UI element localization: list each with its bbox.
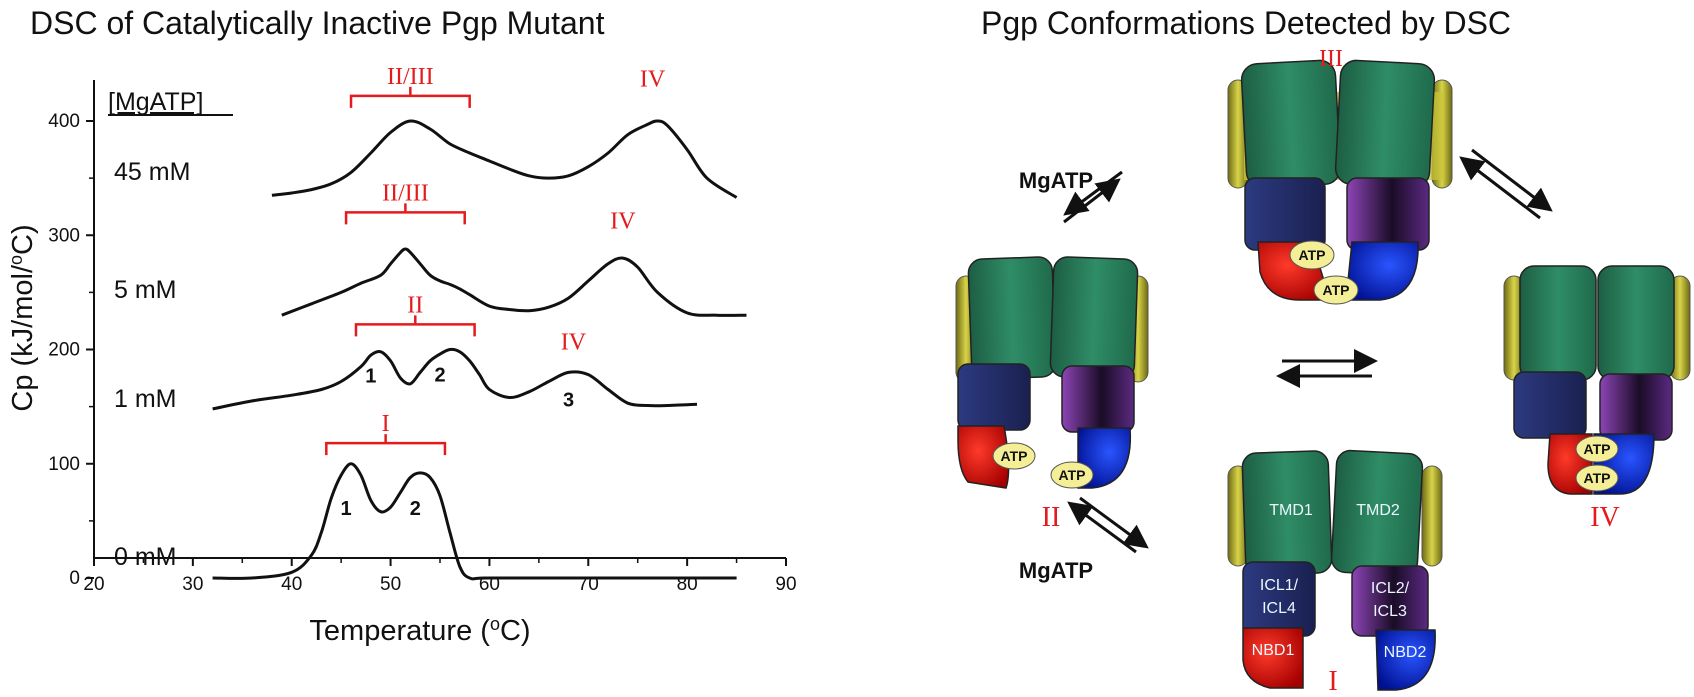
x-tick-label: 90 (775, 574, 796, 595)
tmd1-iii (1240, 59, 1342, 189)
peak-number: 3 (563, 390, 574, 412)
icl-right-label-a: ICL2/ (1371, 580, 1410, 597)
pgp-state-iv: ATP ATP IV (1503, 265, 1691, 533)
atp-label-iii-b: ATP (1323, 282, 1350, 298)
y-tick-label: 100 (48, 454, 80, 475)
conformation-diagram: Pgp Conformations Detected by DSC ATP AT… (955, 5, 1691, 697)
icl-left-label-b: ICL4 (1262, 600, 1296, 617)
arrow-ii-to-i (1079, 496, 1149, 549)
legend-title: [MgATP] (108, 88, 203, 116)
arrow-i-to-ii (1067, 501, 1137, 554)
pgp-state-ii: ATP ATP II (955, 256, 1149, 533)
nbd2-iii (1345, 241, 1419, 301)
state-label-iv: IV (1590, 502, 1620, 533)
tmd1-ii (967, 256, 1057, 380)
peak-number: 2 (410, 498, 421, 520)
series-line-1 (281, 247, 747, 317)
x-tick-label: 40 (281, 574, 302, 595)
series-line-0 (271, 119, 738, 199)
y-tick-label: 0 (69, 568, 80, 589)
arrow-ii-to-iii (1063, 178, 1121, 224)
chart-title: DSC of Catalytically Inactive Pgp Mutant (30, 5, 605, 41)
state-label-i: I (1328, 666, 1337, 697)
icl-left-ii (957, 363, 1031, 431)
atp-iv-a (1575, 435, 1619, 463)
icl-right-ii (1061, 365, 1135, 433)
y-tick-label: 200 (48, 340, 80, 361)
icl-right-iii (1346, 177, 1430, 251)
icl-right-i (1351, 565, 1429, 637)
series-line-3 (212, 462, 737, 581)
atp-ii-b (1050, 461, 1094, 489)
series-label-5mm: 5 mM (114, 276, 177, 304)
nbd2-label: NBD2 (1384, 644, 1427, 661)
state-iv-label: IV (610, 208, 636, 234)
icl-right-label-b: ICL3 (1373, 603, 1407, 620)
bracket-label: II/III (387, 64, 434, 90)
bracket-label: I (382, 411, 390, 437)
nbd2-i (1375, 629, 1436, 691)
bracket-label: II/III (382, 180, 429, 206)
peak-number: 1 (341, 498, 352, 520)
icl-right-iv (1599, 373, 1673, 441)
state-label-iii: III (1319, 46, 1343, 72)
atp-iii-a (1289, 240, 1335, 270)
tmd1-label: TMD1 (1269, 502, 1313, 519)
state-iv-label: IV (640, 67, 666, 93)
atp-label-iv-b: ATP (1584, 470, 1611, 486)
atp-label-iii-a: ATP (1299, 247, 1326, 263)
tmd2-iv (1597, 265, 1675, 381)
peak-labels: IV IV IV 1 2 3 1 2 (341, 67, 666, 520)
x-tick-label: 30 (182, 574, 203, 595)
tmd1-iv (1519, 265, 1597, 381)
pgp-state-iii: ATP ATP III (1227, 46, 1453, 305)
mgatp-label-bottom: MgATP (1019, 558, 1093, 583)
pgp-state-i: TMD1 TMD2 ICL1/ ICL4 ICL2/ ICL3 NBD1 NBD… (1227, 449, 1443, 697)
dsc-chart: DSC of Catalytically Inactive Pgp Mutant… (6, 5, 797, 647)
tmd2-ii (1049, 256, 1139, 380)
icl-left-iii (1244, 177, 1326, 251)
icl-left-i (1242, 561, 1316, 637)
x-axis-label: Temperature (oC) (309, 614, 530, 647)
equilibrium-arrows (1063, 148, 1553, 554)
arrow-iii-to-iv (1471, 148, 1553, 212)
diagram-title: Pgp Conformations Detected by DSC (981, 5, 1511, 41)
peak-bracket (354, 315, 476, 337)
icl-left-label-a: ICL1/ (1260, 577, 1299, 594)
series-label-0mm: 0 mM (114, 543, 177, 571)
mgatp-label-top: MgATP (1019, 168, 1093, 193)
peak-number: 2 (434, 364, 445, 386)
arrow-iv-to-iii (1459, 156, 1541, 220)
series-curves (212, 119, 747, 581)
atp-iv-b (1575, 464, 1619, 492)
icl-left-iv (1513, 371, 1587, 439)
series-label-1mm: 1 mM (114, 385, 177, 413)
nbd1-i (1242, 627, 1304, 689)
tmd2-label: TMD2 (1356, 502, 1400, 519)
tmd2-iii (1334, 59, 1436, 189)
atp-label-ii-b: ATP (1059, 467, 1086, 483)
y-tick-label: 300 (48, 225, 80, 246)
series-label-45mm: 45 mM (114, 158, 190, 186)
nbd1-label: NBD1 (1252, 642, 1295, 659)
y-axis-label: Cp (kJ/mol/oC) (6, 224, 39, 411)
series-line-2 (212, 347, 698, 411)
atp-ii-a (992, 442, 1036, 470)
peak-number: 1 (365, 366, 376, 388)
atp-iii-b (1313, 275, 1359, 305)
peak-bracket (349, 86, 471, 108)
y-tick-label: 400 (48, 111, 80, 132)
peak-bracket (325, 434, 447, 456)
x-tick-label: 20 (83, 574, 104, 595)
membrane-helices-iv (1503, 275, 1691, 381)
state-label-ii: II (1042, 502, 1061, 533)
state-iv-label: IV (561, 330, 587, 356)
atp-label-iv-a: ATP (1584, 441, 1611, 457)
x-tick-label: 50 (380, 574, 401, 595)
bracket-label: II (407, 292, 423, 318)
peak-bracket (344, 203, 466, 225)
atp-label-ii-a: ATP (1001, 448, 1028, 464)
